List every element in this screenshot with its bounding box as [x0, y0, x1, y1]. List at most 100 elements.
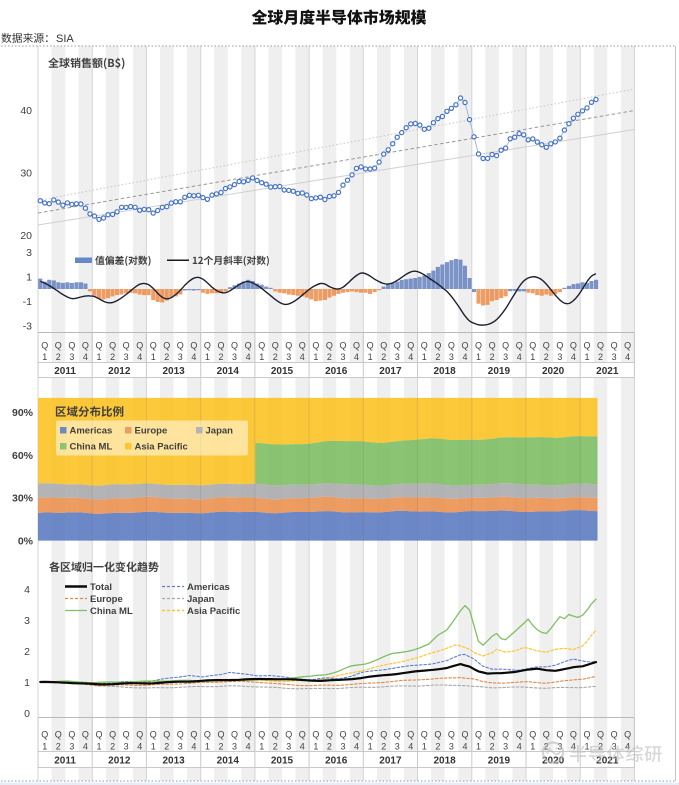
svg-text:4: 4	[137, 352, 142, 362]
svg-text:1: 1	[530, 352, 535, 362]
svg-text:2015: 2015	[271, 756, 294, 767]
svg-text:Q: Q	[68, 341, 75, 351]
svg-text:1: 1	[42, 352, 47, 362]
svg-text:4: 4	[300, 742, 305, 752]
svg-text:Europe: Europe	[90, 594, 123, 605]
svg-text:Q: Q	[380, 730, 387, 740]
svg-text:Q: Q	[272, 730, 279, 740]
svg-text:Q: Q	[326, 730, 333, 740]
svg-text:Q: Q	[312, 730, 319, 740]
svg-text:1: 1	[313, 352, 318, 362]
svg-text:Q: Q	[299, 341, 306, 351]
svg-text:Q: Q	[516, 341, 523, 351]
svg-text:90%: 90%	[12, 407, 34, 419]
svg-text:4: 4	[24, 584, 30, 596]
svg-text:3: 3	[124, 352, 129, 362]
svg-text:2012: 2012	[108, 366, 131, 377]
svg-text:2014: 2014	[217, 756, 240, 767]
svg-text:Q: Q	[489, 730, 496, 740]
svg-text:Americas: Americas	[187, 582, 230, 593]
svg-text:20: 20	[20, 230, 32, 242]
svg-text:Q: Q	[380, 341, 387, 351]
svg-text:Q: Q	[448, 730, 455, 740]
svg-text:Q: Q	[123, 341, 130, 351]
svg-text:Asia Pacific: Asia Pacific	[187, 606, 240, 617]
svg-text:1: 1	[368, 742, 373, 752]
svg-text:4: 4	[462, 352, 467, 362]
svg-text:3: 3	[612, 742, 617, 752]
svg-text:Q: Q	[556, 730, 563, 740]
svg-text:4: 4	[517, 742, 522, 752]
svg-text:Q: Q	[394, 730, 401, 740]
svg-text:2: 2	[598, 352, 603, 362]
svg-text:4: 4	[137, 742, 142, 752]
svg-text:1: 1	[205, 742, 210, 752]
svg-text:1: 1	[422, 742, 427, 752]
svg-text:Q: Q	[55, 730, 62, 740]
svg-text:Q: Q	[489, 341, 496, 351]
svg-text:Q: Q	[502, 730, 509, 740]
svg-text:2015: 2015	[271, 366, 294, 377]
svg-text:3: 3	[449, 742, 454, 752]
svg-text:Q: Q	[339, 730, 346, 740]
svg-text:2018: 2018	[433, 366, 456, 377]
svg-text:3: 3	[395, 352, 400, 362]
svg-text:4: 4	[625, 352, 630, 362]
svg-text:Q: Q	[190, 730, 197, 740]
svg-text:30%: 30%	[12, 493, 34, 505]
svg-text:4: 4	[571, 352, 576, 362]
svg-text:Q: Q	[231, 730, 238, 740]
svg-text:1: 1	[96, 352, 101, 362]
svg-text:Q: Q	[516, 730, 523, 740]
svg-text:Q: Q	[258, 730, 265, 740]
svg-text:Q: Q	[258, 341, 265, 351]
svg-text:Q: Q	[68, 730, 75, 740]
svg-text:4: 4	[517, 352, 522, 362]
svg-text:Q: Q	[177, 341, 184, 351]
svg-text:2016: 2016	[325, 756, 348, 767]
svg-text:Q: Q	[434, 341, 441, 351]
svg-text:2: 2	[218, 352, 223, 362]
svg-text:1: 1	[26, 272, 32, 284]
svg-text:Q: Q	[150, 730, 157, 740]
svg-text:Q: Q	[434, 730, 441, 740]
svg-text:2: 2	[435, 742, 440, 752]
svg-text:4: 4	[83, 352, 88, 362]
svg-text:-1: -1	[23, 296, 32, 308]
svg-text:3: 3	[449, 352, 454, 362]
svg-text:2: 2	[435, 352, 440, 362]
svg-text:2: 2	[218, 742, 223, 752]
svg-text:Q: Q	[190, 341, 197, 351]
svg-text:40: 40	[20, 105, 32, 117]
svg-text:4: 4	[408, 742, 413, 752]
svg-text:Q: Q	[583, 730, 590, 740]
svg-text:1: 1	[24, 677, 30, 689]
svg-text:-3: -3	[23, 321, 32, 333]
svg-text:Q: Q	[407, 730, 414, 740]
svg-text:3: 3	[178, 742, 183, 752]
svg-text:4: 4	[408, 352, 413, 362]
svg-text:2: 2	[56, 742, 61, 752]
svg-text:Q: Q	[95, 341, 102, 351]
svg-text:Q: Q	[82, 341, 89, 351]
svg-text:Q: Q	[543, 341, 550, 351]
svg-text:2019: 2019	[488, 366, 511, 377]
svg-text:3: 3	[395, 742, 400, 752]
svg-text:Q: Q	[367, 730, 374, 740]
svg-text:2013: 2013	[162, 756, 185, 767]
svg-text:Europe: Europe	[135, 425, 168, 436]
svg-text:4: 4	[246, 352, 251, 362]
svg-text:Q: Q	[529, 341, 536, 351]
svg-text:3: 3	[557, 352, 562, 362]
svg-text:1: 1	[530, 742, 535, 752]
svg-text:Q: Q	[272, 341, 279, 351]
svg-text:1: 1	[313, 742, 318, 752]
svg-text:Q: Q	[109, 341, 116, 351]
svg-text:2: 2	[56, 352, 61, 362]
svg-text:2: 2	[544, 352, 549, 362]
svg-text:Q: Q	[245, 730, 252, 740]
svg-text:4: 4	[191, 352, 196, 362]
svg-text:Q: Q	[41, 730, 48, 740]
svg-text:4: 4	[300, 352, 305, 362]
svg-text:3: 3	[340, 742, 345, 752]
